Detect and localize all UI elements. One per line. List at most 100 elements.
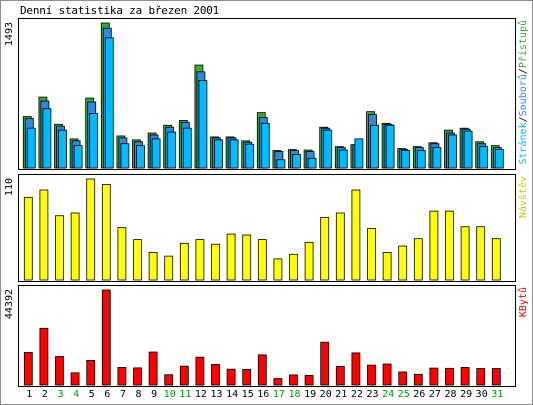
bar-navstev-day-11 — [179, 242, 189, 281]
bar-navstev-day-5 — [86, 178, 96, 281]
bar-kbytu-day-27 — [429, 367, 439, 386]
bar-stránek-day-21 — [338, 149, 348, 169]
bar-kbytu-day-18 — [289, 374, 298, 386]
x-tick-label-day-31: 31 — [491, 389, 503, 400]
x-tick-label-day-11: 11 — [179, 389, 191, 400]
bar-kbytu-day-28 — [445, 367, 454, 386]
x-tick-label-day-16: 16 — [257, 389, 269, 400]
bar-navstev-day-24 — [382, 252, 392, 281]
bar-navstev-day-27 — [429, 210, 439, 281]
x-tick-label-day-21: 21 — [335, 389, 347, 400]
bar-navstev-day-21 — [335, 212, 345, 281]
x-tick-label-day-13: 13 — [210, 389, 222, 400]
legend-entry: Návštěv — [517, 176, 529, 218]
bar-kbytu-day-24 — [382, 363, 392, 386]
bar-kbytu-day-23 — [367, 364, 376, 386]
bar-stránek-day-25 — [401, 150, 411, 169]
bar-stránek-day-6 — [104, 37, 114, 169]
x-tick-label-day-2: 2 — [42, 389, 48, 400]
bar-stránek-day-15 — [245, 143, 255, 169]
panel-2-legend: Návštěv — [517, 176, 529, 218]
x-tick-label-day-14: 14 — [226, 389, 238, 400]
bar-navstev-day-6 — [101, 184, 111, 281]
bar-navstev-day-4 — [70, 212, 80, 281]
bar-navstev-day-26 — [413, 238, 423, 281]
bar-navstev-day-29 — [460, 226, 470, 281]
bar-stránek-day-18 — [292, 154, 301, 169]
bar-stránek-day-5 — [89, 113, 99, 169]
bar-stránek-day-29 — [463, 130, 473, 169]
legend-separator: / — [518, 116, 529, 122]
bar-kbytu-day-1 — [23, 352, 33, 386]
bar-stránek-day-4 — [73, 145, 83, 169]
bar-kbytu-day-30 — [476, 368, 486, 386]
legend-entry: KBytů — [517, 287, 529, 317]
bar-navstev-day-15 — [242, 234, 252, 281]
bar-kbytu-day-3 — [55, 356, 64, 386]
bar-kbytu-day-12 — [195, 356, 205, 386]
bar-navstev-day-12 — [195, 239, 205, 281]
bar-navstev-day-10 — [164, 255, 174, 281]
x-tick-label-day-8: 8 — [135, 389, 141, 400]
bar-kbytu-day-11 — [179, 365, 189, 386]
bar-navstev-day-1 — [23, 196, 33, 281]
bar-kbytu-day-22 — [351, 352, 361, 386]
x-tick-label-day-10: 10 — [164, 389, 176, 400]
x-tick-label-day-23: 23 — [366, 389, 378, 400]
bar-navstev-day-20 — [320, 217, 330, 281]
x-tick-label-day-15: 15 — [242, 389, 254, 400]
legend-separator: / — [518, 68, 529, 74]
bar-navstev-day-30 — [476, 226, 486, 281]
panel-1-legend: Stránek/Souborů/Přístupů — [517, 20, 529, 165]
x-tick-label-day-26: 26 — [413, 389, 425, 400]
bar-navstev-day-19 — [304, 241, 314, 281]
chart-title: Denní statistika za březen 2001 — [20, 4, 220, 17]
bar-stránek-day-23 — [370, 124, 379, 169]
bar-navstev-day-14 — [226, 233, 236, 281]
bar-kbytu-day-31 — [491, 368, 501, 386]
bar-stránek-day-31 — [494, 149, 504, 169]
bar-kbytu-day-19 — [304, 374, 314, 386]
panel-2-ymax-label: 110 — [4, 178, 15, 196]
bar-kbytu-day-6 — [101, 289, 111, 386]
bar-stránek-day-7 — [120, 143, 130, 169]
x-tick-label-day-17: 17 — [273, 389, 285, 400]
bar-stránek-day-19 — [307, 157, 317, 169]
x-tick-label-day-9: 9 — [151, 389, 157, 400]
bar-navstev-day-2 — [39, 189, 49, 281]
bar-navstev-day-31 — [491, 238, 501, 281]
bar-kbytu-day-7 — [117, 367, 127, 386]
bar-stránek-day-17 — [276, 159, 286, 169]
x-tick-label-day-18: 18 — [288, 389, 300, 400]
x-tick-label-day-3: 3 — [57, 389, 63, 400]
x-tick-label-day-12: 12 — [195, 389, 207, 400]
bar-stránek-day-10 — [167, 131, 177, 169]
bar-navstev-day-22 — [351, 189, 361, 281]
bar-stránek-day-9 — [151, 138, 161, 169]
bar-kbytu-day-16 — [257, 354, 267, 386]
x-tick-label-day-29: 29 — [460, 389, 472, 400]
bar-navstev-day-16 — [257, 239, 267, 281]
bar-kbytu-day-9 — [148, 351, 158, 386]
bar-stránek-day-14 — [229, 139, 239, 169]
bar-navstev-day-13 — [211, 243, 220, 281]
bar-navstev-day-7 — [117, 227, 127, 281]
bar-stránek-day-22 — [354, 138, 364, 169]
x-tick-label-day-5: 5 — [89, 389, 95, 400]
bar-stránek-day-1 — [26, 127, 36, 169]
bar-stránek-day-20 — [323, 129, 333, 169]
x-tick-label-day-22: 22 — [351, 389, 363, 400]
bar-stránek-day-16 — [260, 122, 270, 169]
bar-kbytu-day-26 — [413, 373, 423, 386]
bar-kbytu-day-20 — [320, 341, 330, 386]
bar-stránek-day-24 — [385, 124, 395, 169]
legend-entry: Stránek — [517, 122, 529, 164]
bar-navstev-day-8 — [133, 239, 142, 281]
x-tick-label-day-7: 7 — [120, 389, 126, 400]
bar-navstev-day-3 — [55, 215, 64, 281]
x-tick-label-day-24: 24 — [382, 389, 394, 400]
x-tick-label-day-4: 4 — [73, 389, 79, 400]
bar-kbytu-day-29 — [460, 367, 470, 386]
bar-stránek-day-13 — [214, 139, 223, 169]
